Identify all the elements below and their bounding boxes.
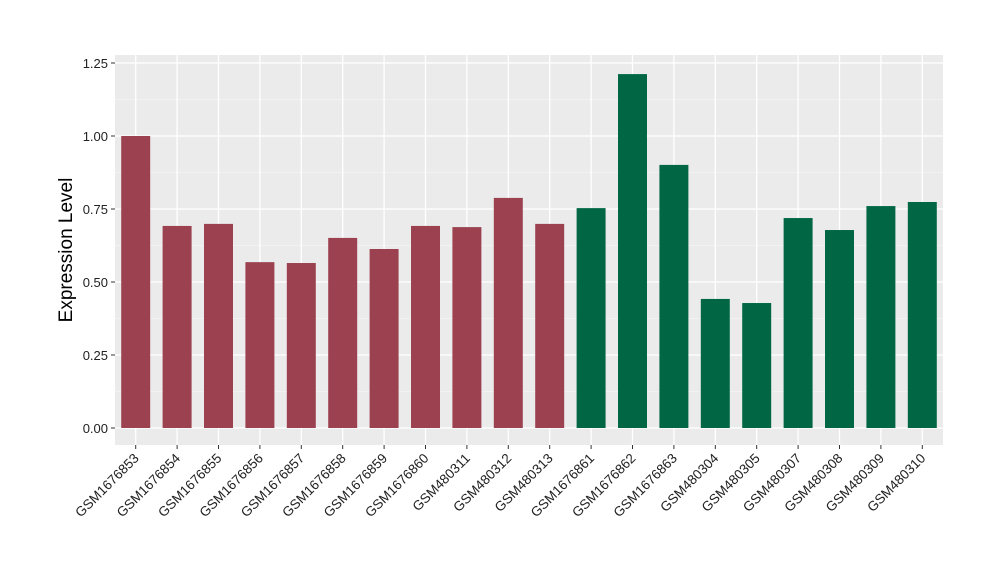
- bar-GSM1676857: [286, 263, 316, 428]
- y-tick-label: 0.50: [83, 275, 108, 290]
- bar-GSM1676856: [245, 262, 275, 428]
- bar-GSM480307: [783, 218, 813, 428]
- y-axis-label: Expression Level: [56, 178, 77, 323]
- bar-GSM1676855: [204, 223, 233, 428]
- y-tick-label: 0.00: [83, 421, 108, 436]
- y-tick-label: 0.75: [83, 202, 108, 217]
- bar-GSM480304: [700, 298, 730, 428]
- bar-GSM480308: [825, 230, 854, 428]
- y-axis: 0.00 0.25 0.50 0.75 1.00 1.25: [83, 56, 115, 436]
- bar-GSM480309: [866, 206, 896, 428]
- bar-GSM1676862: [618, 74, 647, 428]
- bar-GSM1676863: [659, 164, 689, 428]
- bar-GSM1676861: [576, 208, 606, 428]
- bar-GSM1676860: [411, 225, 440, 428]
- y-tick-label: 1.25: [83, 56, 108, 71]
- bar-GSM480313: [535, 223, 565, 428]
- bar-GSM480310: [907, 201, 937, 428]
- bar-GSM1676854: [162, 225, 192, 428]
- bar-GSM1676859: [369, 249, 399, 428]
- bars: [121, 74, 937, 428]
- y-tick-label: 0.25: [83, 348, 108, 363]
- bar-GSM480305: [742, 303, 772, 428]
- bar-GSM480312: [493, 197, 523, 428]
- bar-GSM480311: [452, 227, 482, 428]
- x-axis: GSM1676853GSM1676854GSM1676855GSM1676856…: [72, 445, 928, 520]
- bar-GSM1676853: [121, 136, 151, 428]
- plot-panel: [115, 55, 943, 445]
- y-tick-label: 1.00: [83, 129, 108, 144]
- bar-GSM1676858: [328, 237, 358, 428]
